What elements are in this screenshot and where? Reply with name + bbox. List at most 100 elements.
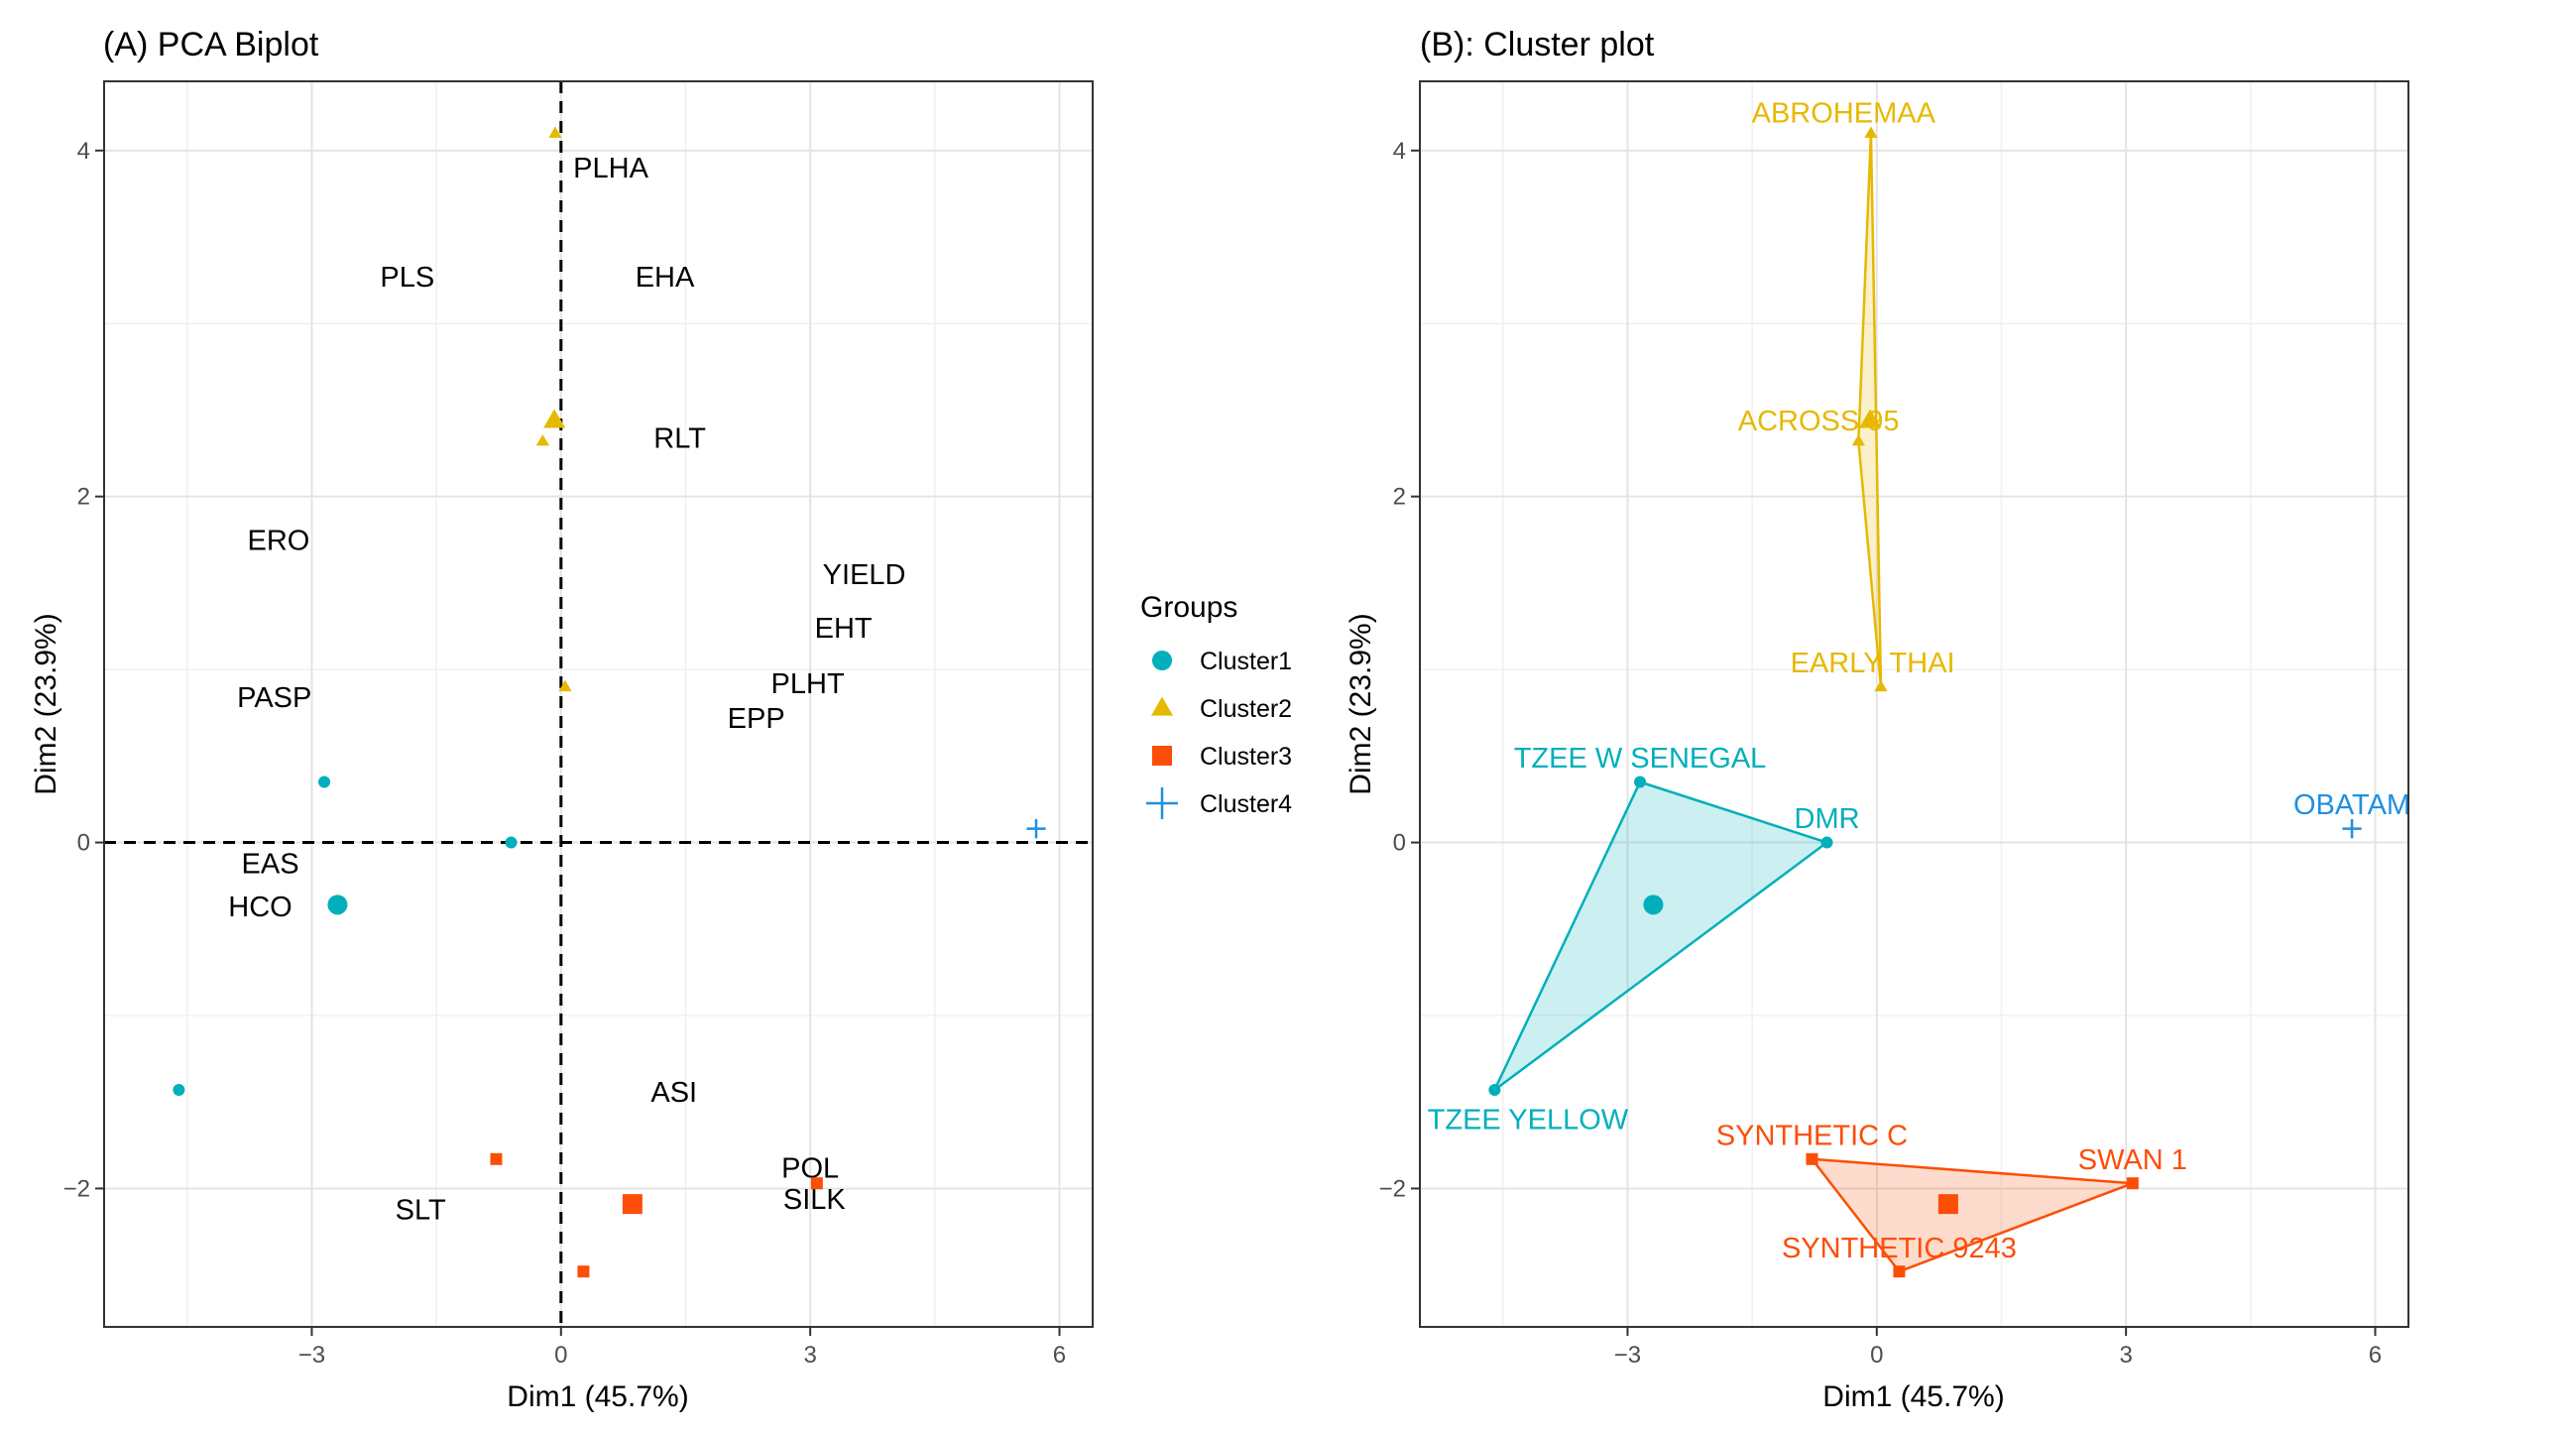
centroid-cluster-1 [1643,895,1664,915]
variable-label-plht: PLHT [771,668,845,700]
x-tick-label: 3 [803,1342,816,1369]
y-tick-label: −2 [1379,1175,1406,1202]
variable-label-eha: EHA [636,262,695,294]
x-tick-label: −3 [1614,1342,1641,1369]
variable-label-pasp: PASP [237,682,311,714]
legend-title: Groups [1140,591,1237,624]
point-cluster-1 [505,836,518,849]
panel-b-cluster-plot: (B): Cluster plot TZEE W SENEGALDMRTZEE … [1345,26,2410,1413]
panel-a-title: (A) PCA Biplot [103,26,319,63]
point-label: ACROSS 95 [1738,406,1900,437]
point-cluster-4 [2342,819,2362,839]
panel-b-title: (B): Cluster plot [1420,26,1655,63]
legend-label: Cluster1 [1200,648,1292,675]
x-tick-label: 0 [554,1342,567,1369]
x-tick-label: 6 [1053,1342,1066,1369]
point-label: ABROHEMAA [1752,97,1936,129]
panel-b-y-axis-label: Dim2 (23.9%) [1345,613,1377,794]
plot-background [1420,81,2408,1327]
variable-label-pls: PLS [380,262,434,294]
point-cluster-2 [548,126,562,138]
point-cluster-2 [1851,434,1865,446]
panel-a-x-axis-label: Dim1 (45.7%) [507,1380,688,1413]
point-cluster-4 [1026,819,1046,839]
legend-key-circle-icon [1152,651,1172,670]
point-cluster-3 [490,1152,503,1165]
point-cluster-3 [810,1177,823,1190]
variable-label-pol: POL [781,1153,839,1185]
panel-b-gridlines [1420,81,2408,1327]
point-cluster-1 [318,776,331,788]
y-tick-label: 0 [1393,830,1406,857]
panel-b-points [1488,126,2362,1278]
y-tick-label: 2 [1393,484,1406,511]
panel-a-points [173,126,1046,1278]
variable-label-yield: YIELD [823,559,906,591]
y-tick-label: −2 [63,1175,90,1202]
point-cluster-3 [1806,1152,1818,1165]
point-cluster-1 [173,1084,185,1097]
y-tick-label: 2 [77,484,90,511]
variable-label-silk: SILK [783,1184,847,1216]
panel-a-pca-biplot: (A) PCA Biplot PLHA PLS EHA RLT ERO YIELD EHT P… [30,26,1094,1413]
panel-a-axis-ticks: −3 0 3 6 −2 0 2 4 [63,138,1067,1369]
point-cluster-2 [558,679,572,692]
y-tick-label: 4 [1393,138,1406,165]
point-cluster-3 [1893,1265,1906,1278]
x-tick-label: 0 [1870,1342,1883,1369]
legend-items: Cluster1 Cluster2 Cluster3 Cluster4 [1140,639,1292,825]
legend: Groups Cluster1 Cluster2 Cluster3 Cluster4 [1140,591,1292,825]
x-tick-label: 3 [2119,1342,2132,1369]
variable-label-eht: EHT [815,613,873,645]
point-label: SWAN 1 [2078,1144,2187,1176]
variable-label-slt: SLT [396,1194,446,1226]
panel-a-y-axis-label: Dim2 (23.9%) [30,613,62,794]
cluster-hull-3 [1811,1157,2135,1273]
point-cluster-2 [1864,126,1878,138]
panel-b-plot-border [1419,80,2409,1328]
variable-label-eas: EAS [242,848,299,880]
point-label: SYNTHETIC 9243 [1782,1233,2017,1264]
variable-label-epp: EPP [728,703,785,735]
point-cluster-1 [1634,776,1647,788]
point-label: DMR [1795,803,1860,835]
x-tick-label: 6 [2369,1342,2382,1369]
variable-label-rlt: RLT [653,422,706,454]
plot-background [104,81,1093,1327]
legend-label: Cluster4 [1200,790,1292,818]
panel-b-point-labels: TZEE W SENEGAL DMR TZEE YELLOW ABROHEMAA ACR… [1428,97,2410,1263]
legend-key-cross-icon [1146,787,1178,819]
variable-label-plha: PLHA [573,153,648,184]
legend-label: Cluster2 [1200,695,1292,723]
panel-a-reference-lines [104,81,1093,1327]
y-tick-label: 0 [77,830,90,857]
legend-key-triangle-icon [1150,696,1174,716]
point-cluster-2 [535,434,549,446]
centroid-cluster-3 [622,1194,643,1215]
panel-b-cluster-hulls [1493,132,2135,1273]
centroid-cluster-3 [1937,1194,1958,1215]
point-label: OBATAM [2293,789,2410,821]
centroid-cluster-2 [543,409,566,428]
y-tick-label: 4 [77,138,90,165]
centroid-cluster-1 [327,895,348,915]
point-cluster-1 [1488,1084,1501,1097]
point-label: TZEE YELLOW [1428,1105,1629,1136]
variable-label-asi: ASI [650,1077,697,1109]
point-label: EARLY THAI [1791,648,1955,679]
point-label: TZEE W SENEGAL [1514,743,1767,775]
panel-b-x-axis-label: Dim1 (45.7%) [1822,1380,2004,1413]
variable-label-ero: ERO [248,525,310,556]
panel-a-plot-border [103,80,1094,1328]
cluster-hull-1 [1493,780,1828,1092]
point-label: SYNTHETIC C [1716,1120,1908,1151]
centroid-cluster-2 [1859,409,1882,428]
point-cluster-1 [1820,836,1833,849]
x-tick-label: −3 [298,1342,325,1369]
panel-b-axis-ticks: −3 0 3 6 −2 0 2 4 [1379,138,2383,1369]
legend-label: Cluster3 [1200,743,1292,771]
point-cluster-3 [2126,1177,2139,1190]
point-cluster-3 [577,1265,590,1278]
